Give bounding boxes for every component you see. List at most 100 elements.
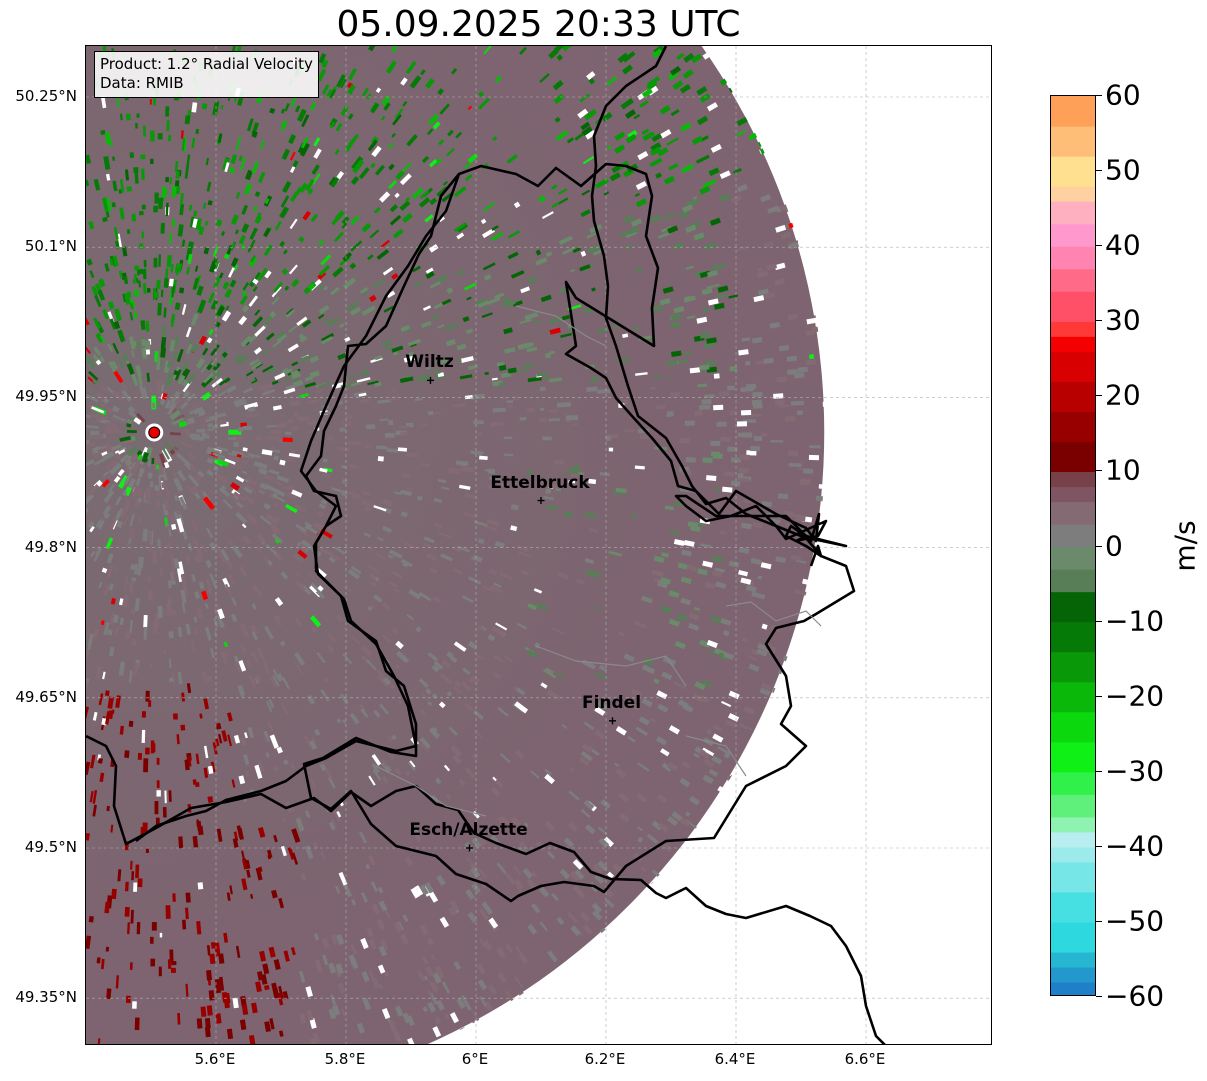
colorbar-band xyxy=(1051,291,1095,322)
colorbar-tick-label: −60 xyxy=(1105,979,1165,1013)
colorbar-scale xyxy=(1051,96,1095,995)
latitude-tick-label: 49.8°N xyxy=(24,537,77,556)
colorbar-band xyxy=(1051,321,1095,337)
colorbar-tick-mark xyxy=(1096,920,1102,922)
colorbar-band xyxy=(1051,546,1095,570)
germany-border xyxy=(590,46,823,567)
city-marker xyxy=(537,497,545,505)
colorbar-band xyxy=(1051,951,1095,968)
latitude-tick-label: 50.25°N xyxy=(15,87,77,105)
colorbar-band xyxy=(1051,569,1095,593)
latitude-tick-label: 49.35°N xyxy=(15,988,77,1007)
city-marker xyxy=(466,844,473,852)
radar-map-canvas xyxy=(86,46,991,1044)
colorbar-tick-label: 0 xyxy=(1105,529,1123,562)
colorbar-band xyxy=(1051,201,1095,225)
map-title: 05.09.2025 20:33 UTC xyxy=(336,4,741,45)
colorbar-tick-mark xyxy=(1096,170,1102,172)
colorbar-band xyxy=(1051,486,1095,503)
colorbar-band xyxy=(1051,711,1095,743)
product-info-box: Product: 1.2° Radial Velocity Data: RMIB xyxy=(94,51,319,98)
colorbar-band xyxy=(1051,861,1095,893)
city-label: Findel xyxy=(581,692,642,713)
france-border xyxy=(86,734,886,1044)
colorbar-band xyxy=(1051,621,1095,653)
longitude-tick-label: 5.6°E xyxy=(194,1050,236,1068)
city-marker xyxy=(609,717,616,725)
colorbar-band xyxy=(1051,741,1095,773)
radar-echo-layer xyxy=(86,46,991,1044)
graticule xyxy=(86,46,991,1044)
colorbar-band xyxy=(1051,268,1095,292)
latitude-tick-label: 50.1°N xyxy=(24,237,77,256)
colorbar-band xyxy=(1051,411,1095,442)
latitude-tick-label: 49.5°N xyxy=(24,837,77,856)
longitude-tick-label: 6.6°E xyxy=(844,1050,886,1068)
colorbar-tick-label: 60 xyxy=(1105,78,1141,112)
colorbar-band xyxy=(1051,966,1095,983)
radar-map[interactable] xyxy=(85,45,992,1045)
colorbar-band xyxy=(1051,981,1095,995)
colorbar-tick-mark xyxy=(1096,545,1102,547)
colorbar-band xyxy=(1051,186,1095,202)
colorbar-tick-label: −20 xyxy=(1105,679,1165,713)
colorbar-tick-mark xyxy=(1096,620,1102,622)
colorbar-tick-mark xyxy=(1096,245,1102,247)
colorbar-tick-mark xyxy=(1096,95,1102,96)
colorbar-tick-mark xyxy=(1096,470,1102,472)
longitude-tick-label: 6.4°E xyxy=(714,1050,756,1068)
colorbar-band xyxy=(1051,223,1095,247)
colorbar-band xyxy=(1051,794,1095,818)
colorbar-unit-label: m/s xyxy=(1168,520,1202,572)
city-label: Esch/Alzette xyxy=(409,819,528,840)
colorbar-tick-label: 40 xyxy=(1105,228,1141,262)
radar-site-marker xyxy=(148,426,161,439)
colorbar-band xyxy=(1051,351,1095,382)
colorbar-tick-mark xyxy=(1096,770,1102,772)
colorbar-band xyxy=(1051,591,1095,623)
latitude-tick-label: 49.65°N xyxy=(15,687,77,706)
colorbar-tick-label: 10 xyxy=(1105,453,1141,487)
colorbar-tick-mark xyxy=(1096,695,1102,697)
colorbar-band xyxy=(1051,846,1095,863)
colorbar-tick-mark xyxy=(1096,320,1102,322)
colorbar-band xyxy=(1051,651,1095,683)
colorbar-band xyxy=(1051,921,1095,953)
longitude-tick-label: 5.8°E xyxy=(324,1050,366,1068)
colorbar-band xyxy=(1051,96,1095,127)
colorbar-band xyxy=(1051,156,1095,187)
colorbar-band xyxy=(1051,831,1095,848)
belgium-border xyxy=(135,173,461,843)
colorbar-tick-label: 20 xyxy=(1105,378,1141,412)
colorbar-tick-label: 30 xyxy=(1105,303,1141,337)
colorbar-tick-label: −40 xyxy=(1105,829,1165,863)
colorbar-tick-label: −30 xyxy=(1105,754,1165,788)
colorbar-band xyxy=(1051,126,1095,157)
colorbar-band xyxy=(1051,816,1095,833)
colorbar-tick-label: −50 xyxy=(1105,904,1165,938)
colorbar-tick-mark xyxy=(1096,395,1102,397)
colorbar-band xyxy=(1051,381,1095,412)
colorbar-band xyxy=(1051,246,1095,270)
city-label: Ettelbruck xyxy=(490,472,590,493)
no-data-area xyxy=(687,46,991,1044)
longitude-tick-label: 6.2°E xyxy=(584,1050,626,1068)
radar-site xyxy=(145,423,164,442)
colorbar-tick-mark xyxy=(1096,996,1102,997)
colorbar-band xyxy=(1051,523,1095,548)
colorbar-band xyxy=(1051,471,1095,488)
colorbar-tick-label: −10 xyxy=(1105,604,1165,638)
country-borders xyxy=(86,46,886,1044)
data-source-label: Data: RMIB xyxy=(100,74,184,92)
colorbar-band xyxy=(1051,441,1095,473)
longitude-tick-label: 6°E xyxy=(461,1050,489,1068)
product-label: Product: 1.2° Radial Velocity xyxy=(100,55,313,73)
colorbar-band xyxy=(1051,336,1095,352)
colorbar-band xyxy=(1051,501,1095,525)
colorbar-tick-mark xyxy=(1096,845,1102,847)
latitude-tick-label: 49.95°N xyxy=(15,387,77,406)
colorbar-band xyxy=(1051,681,1095,713)
river xyxy=(375,305,822,817)
colorbar xyxy=(1050,95,1096,996)
city-marker xyxy=(427,376,434,384)
